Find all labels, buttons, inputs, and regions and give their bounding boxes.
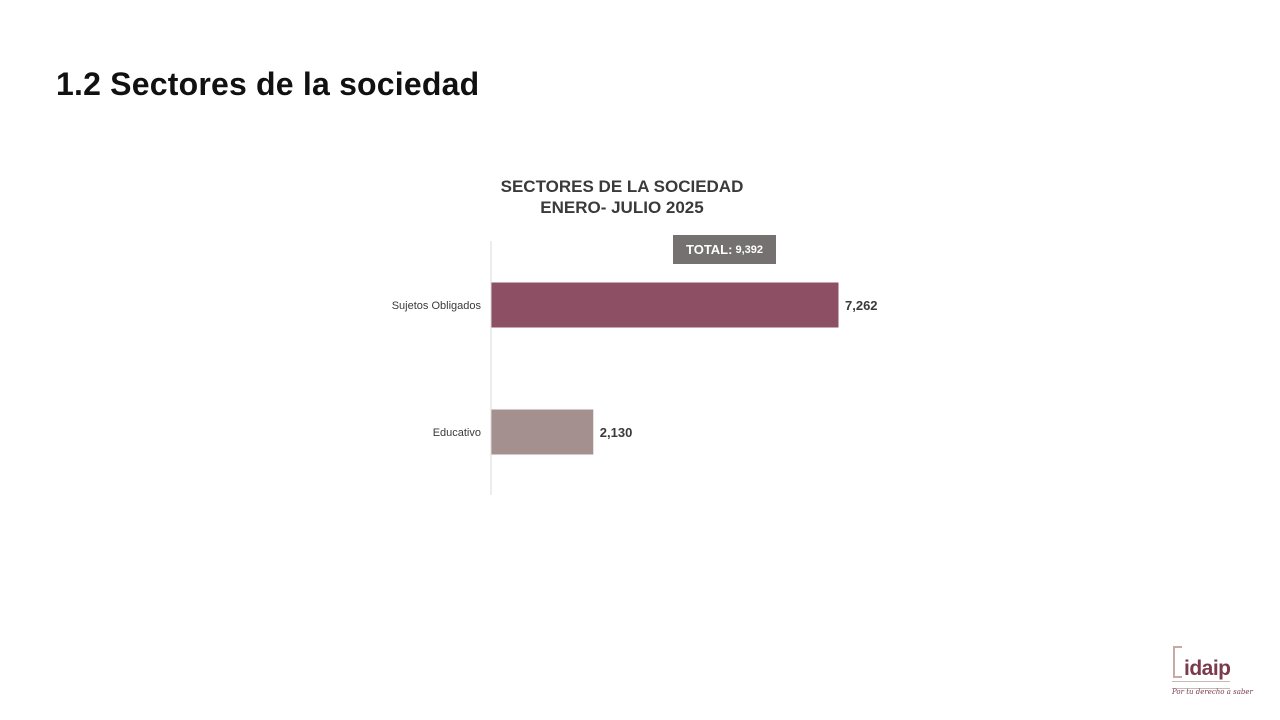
chart-title: SECTORES DE LA SOCIEDAD ENERO- JULIO 202… xyxy=(372,176,872,218)
data-label-1: 2,130 xyxy=(600,425,633,440)
logo-slogan: Por tu derecho a saber xyxy=(1172,688,1253,696)
idaip-logo: idaip Por tu derecho a saber xyxy=(1170,645,1253,703)
chart-title-line-1: SECTORES DE LA SOCIEDAD xyxy=(500,177,744,196)
bars-layer: Sujetos Obligados 7,262 Educativo 2,130 xyxy=(392,241,878,495)
logo-divider xyxy=(1172,681,1230,689)
bar-1 xyxy=(491,409,594,455)
total-value: 9,392 xyxy=(735,243,763,256)
logo-door-icon xyxy=(1173,646,1182,678)
chart-title-line-2: ENERO- JULIO 2025 xyxy=(540,198,704,217)
bar-0 xyxy=(491,282,839,328)
category-label-1: Educativo xyxy=(433,427,481,439)
category-label-0: Sujetos Obligados xyxy=(392,300,482,312)
total-badge: TOTAL: 9,392 xyxy=(673,235,776,264)
total-label: TOTAL: xyxy=(686,242,733,257)
page-title: 1.2 Sectores de la sociedad xyxy=(56,66,480,102)
data-label-0: 7,262 xyxy=(845,298,878,313)
logo-wordmark: idaip xyxy=(1184,657,1231,680)
